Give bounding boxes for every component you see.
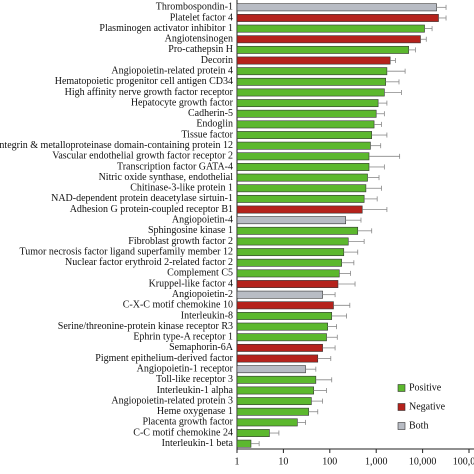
bar <box>236 67 388 76</box>
bar <box>236 45 409 54</box>
y-tick-label: Hepatocyte growth factor <box>131 97 234 108</box>
bar <box>236 258 342 267</box>
legend-label: Negative <box>409 401 446 412</box>
bar <box>236 386 315 395</box>
legend-swatch <box>397 422 406 430</box>
y-tick-label: C-C motif chemokine 24 <box>133 427 233 438</box>
y-tick-label: Serine/threonine-protein kinase receptor… <box>58 321 233 332</box>
x-tick-label: 1,000 <box>365 456 388 467</box>
y-tick-label: Nitric oxide synthase, endothelial <box>99 172 234 183</box>
y-tick-label: Transcription factor GATA-4 <box>117 161 233 172</box>
y-tick-label: Sphingosine kinase 1 <box>148 225 233 236</box>
bar <box>236 131 373 139</box>
bar <box>236 77 386 86</box>
x-tick-label: 100,000 <box>453 456 474 467</box>
bar <box>236 365 306 374</box>
bar <box>236 35 421 44</box>
legend-swatch <box>397 384 406 392</box>
bar <box>236 237 349 246</box>
y-tick-label: Pigment epithelium-derived factor <box>95 353 233 364</box>
y-tick-label: Tumor necrosis factor ligand superfamily… <box>20 246 233 257</box>
bar <box>236 205 363 214</box>
bar <box>236 216 346 225</box>
y-tick-label: Interleukin-1 alpha <box>157 385 234 396</box>
bar <box>236 88 385 97</box>
bar <box>236 418 298 427</box>
y-tick-label: Chitinase-3-like protein 1 <box>130 183 233 194</box>
x-tick-label: 100 <box>322 456 337 467</box>
x-tick-label: 10,000 <box>409 456 437 467</box>
bar <box>236 333 327 342</box>
y-tick-label: Vascular endothelial growth factor recep… <box>52 151 233 162</box>
y-tick-label: Thrombospondin-1 <box>156 2 233 13</box>
y-tick-label: Cadherin-5 <box>188 108 233 119</box>
bar <box>236 194 365 203</box>
bar <box>236 120 375 129</box>
y-tick-label: Pro-cathepsin H <box>168 44 233 55</box>
y-tick-label: Placenta growth factor <box>142 417 233 428</box>
legend-swatch <box>397 403 406 411</box>
y-tick-label: C-X-C motif chemokine 10 <box>123 300 233 311</box>
bar <box>236 280 339 288</box>
bar <box>236 290 323 299</box>
bar <box>236 354 319 363</box>
legend-label: Both <box>409 420 428 431</box>
y-tick-label: Angiopoietin-1 receptor <box>137 363 234 374</box>
y-tick-label: Semaphorin-6A <box>169 342 234 353</box>
y-tick-label: Decorin <box>201 55 233 66</box>
bar <box>236 407 309 416</box>
y-tick-label: Angiopoietin-related protein 3 <box>111 395 233 406</box>
bar <box>236 301 334 310</box>
bar <box>236 269 340 278</box>
y-tick-label: Interleukin-8 <box>181 310 233 321</box>
bar <box>236 312 333 320</box>
bar <box>236 141 371 150</box>
bar <box>236 343 323 352</box>
bar <box>236 248 345 257</box>
bar <box>236 226 359 235</box>
bar <box>236 56 391 65</box>
bar <box>236 3 437 12</box>
bar <box>236 109 377 118</box>
y-tick-label: Ephrin type-A receptor 1 <box>133 332 233 343</box>
y-tick-label: Tissue factor <box>181 129 233 140</box>
y-tick-label: Angiotensinogen <box>165 34 233 45</box>
legend-label: Positive <box>409 382 442 393</box>
x-tick-label: 1 <box>235 456 240 467</box>
bar <box>236 439 252 448</box>
y-tick-label: Hematopoietic progenitor cell antigen CD… <box>55 76 233 87</box>
y-tick-label: Toll-like receptor 3 <box>156 374 233 385</box>
y-tick-label: Endoglin <box>196 119 233 130</box>
y-tick-label: Complement C5 <box>167 268 233 279</box>
x-tick-label: 10 <box>278 456 288 467</box>
y-tick-label: Angiopoietin-4 <box>172 214 233 225</box>
bar <box>236 152 370 161</box>
bar <box>236 163 370 171</box>
y-tick-label: Interleukin-1 beta <box>162 438 234 449</box>
y-tick-label: Plasminogen activator inhibitor 1 <box>99 23 233 34</box>
bar <box>236 184 367 193</box>
bar <box>236 14 439 22</box>
y-tick-label: Adhesion G protein-coupled receptor B1 <box>70 204 233 215</box>
bar <box>236 322 328 331</box>
y-tick-label: Kruppel-like factor 4 <box>149 278 233 289</box>
y-tick-label: Angiopoietin-2 <box>172 289 233 300</box>
bar <box>236 397 312 406</box>
bar <box>236 99 379 108</box>
y-tick-label: High affinity nerve growth factor recept… <box>65 87 234 98</box>
y-tick-label: Fibroblast growth factor 2 <box>128 236 233 247</box>
bar <box>236 173 368 182</box>
bar <box>236 429 270 437</box>
bar <box>236 375 317 384</box>
y-tick-label: Disintegrin & metalloproteinase domain-c… <box>0 140 233 151</box>
y-tick-label: Nuclear factor erythroid 2-related facto… <box>65 257 233 268</box>
y-tick-label: Heme oxygenase 1 <box>157 406 233 417</box>
y-tick-label: Platelet factor 4 <box>170 12 233 23</box>
bar <box>236 24 425 33</box>
y-tick-label: Angiopoietin-related protein 4 <box>111 65 233 76</box>
y-tick-label: NAD-dependent protein deacetylase sirtui… <box>51 193 233 204</box>
